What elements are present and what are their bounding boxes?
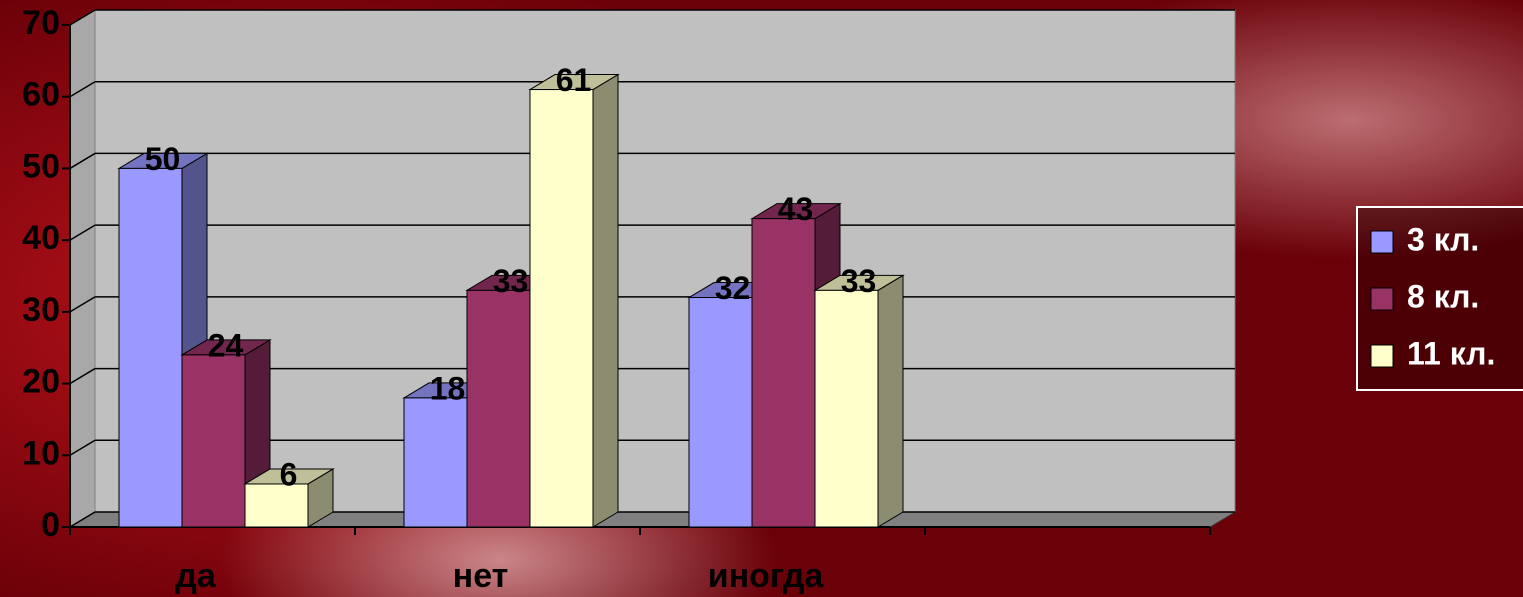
grid-line [69,367,96,385]
y-tick-label: 20 [22,363,60,401]
grid-line [69,9,96,26]
bar [814,289,879,528]
grid-line [69,511,96,528]
value-label: 50 [145,141,181,177]
grid-line [69,296,96,313]
bar [118,167,183,528]
value-label: 61 [556,62,592,98]
value-label: 6 [280,456,298,492]
bar [466,289,531,528]
side-wall [69,9,96,528]
value-label: 33 [493,263,529,299]
legend-swatch [1370,230,1394,254]
value-label: 18 [430,370,466,406]
y-tick-label: 10 [22,434,60,472]
bar [751,218,816,528]
grid-line [69,439,96,456]
grid-line [69,224,96,241]
bar-side [592,73,619,528]
value-label: 33 [841,263,877,299]
y-tick-label: 30 [22,291,60,329]
y-tick-label: 40 [22,219,60,257]
value-label: 24 [208,327,244,363]
legend-label: 3 кл. [1407,221,1479,257]
value-label: 32 [715,270,751,306]
y-tick-label: 60 [22,76,60,114]
legend-swatch [1370,287,1394,311]
legend-label: 8 кл. [1407,278,1479,314]
bar [688,297,753,528]
x-tick-label: иногда [708,557,825,595]
x-tick-label: да [175,557,217,595]
y-tick-label: 50 [22,147,60,185]
grid-line [69,152,96,170]
bar [244,483,309,528]
grid-line [69,81,96,98]
bar [181,354,246,528]
y-tick-label: 0 [41,506,60,544]
value-label: 43 [778,191,814,227]
bar [529,89,594,528]
legend-label: 11 кл. [1407,335,1495,371]
y-tick-label: 70 [22,4,60,42]
bar [403,397,468,528]
x-tick-label: нет [453,557,509,595]
bar-side [877,274,904,528]
legend-swatch [1370,344,1394,368]
